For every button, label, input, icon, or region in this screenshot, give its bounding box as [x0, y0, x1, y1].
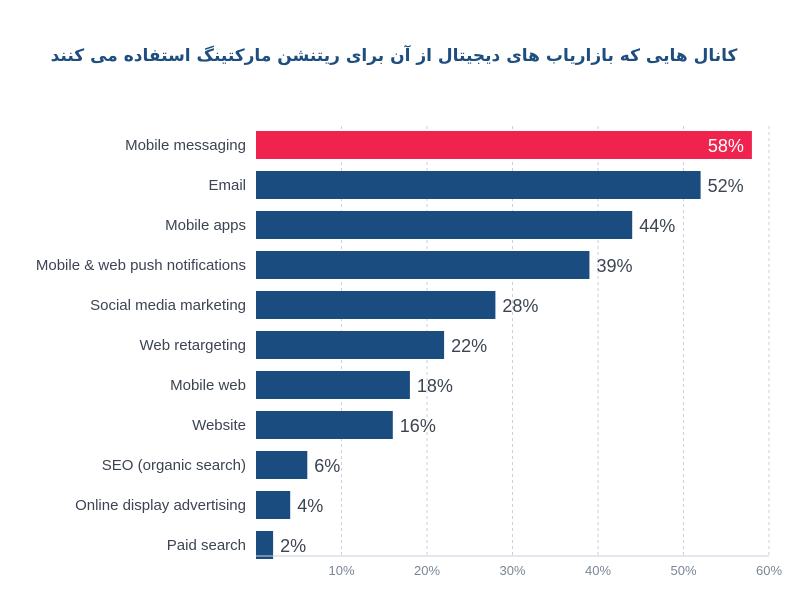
value-label: 4% — [297, 496, 323, 516]
x-axis: 10% 20% 30% 40% 50% 60% — [256, 555, 782, 578]
x-tick-label: 20% — [414, 563, 440, 578]
bar — [256, 291, 496, 319]
category-label: SEO (organic search) — [102, 457, 246, 474]
bar — [256, 131, 752, 159]
category-label: Website — [192, 417, 246, 434]
value-label: 2% — [280, 536, 306, 556]
bar — [256, 531, 274, 559]
bar — [256, 371, 410, 399]
value-label: 6% — [314, 456, 340, 476]
category-label: Mobile & web push notifications — [36, 257, 246, 274]
category-label: Mobile web — [170, 377, 246, 394]
bar — [256, 331, 445, 359]
category-label: Social media marketing — [90, 297, 246, 314]
category-label: Web retargeting — [140, 337, 246, 354]
value-label: 39% — [596, 256, 632, 276]
bar — [256, 491, 291, 519]
value-label: 28% — [502, 296, 538, 316]
category-label: Email — [208, 177, 246, 194]
category-label: Paid search — [167, 537, 246, 554]
x-tick-label: 40% — [585, 563, 611, 578]
category-label: Mobile messaging — [125, 137, 246, 154]
category-label: Mobile apps — [165, 217, 246, 234]
value-label: 16% — [400, 416, 436, 436]
value-label: 58% — [708, 136, 744, 156]
labels-layer: Mobile messaging 58% Email 52% Mobile apps 44… — [36, 136, 744, 556]
bars-layer — [256, 131, 752, 559]
bar — [256, 171, 701, 199]
value-label: 52% — [708, 176, 744, 196]
value-label: 18% — [417, 376, 453, 396]
bar — [256, 211, 633, 239]
x-tick-label: 30% — [499, 563, 525, 578]
bar — [256, 451, 308, 479]
x-tick-label: 10% — [328, 563, 354, 578]
chart-title: کانال هایی که بازاریاب های دیجیتال از آن… — [50, 46, 738, 66]
bar — [256, 251, 590, 279]
value-label: 22% — [451, 336, 487, 356]
value-label: 44% — [639, 216, 675, 236]
bar — [256, 411, 393, 439]
category-label: Online display advertising — [75, 497, 246, 514]
x-tick-label: 60% — [756, 563, 782, 578]
x-tick-label: 50% — [670, 563, 696, 578]
